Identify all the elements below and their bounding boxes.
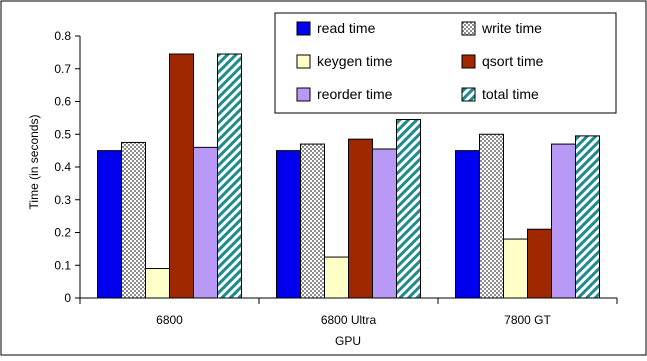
legend-label: read time	[317, 20, 376, 36]
legend-swatch	[296, 54, 311, 69]
x-tick-label: 7800 GT	[504, 313, 551, 327]
y-axis-label: Time (in seconds)	[27, 115, 41, 210]
x-axis-label: GPU	[335, 334, 361, 348]
legend-swatch	[461, 21, 476, 36]
legend-swatch	[461, 54, 476, 69]
legend-label: qsort time	[482, 53, 544, 69]
legend-label: reorder time	[317, 86, 393, 102]
bar-total-time	[396, 119, 421, 299]
y-tick-label: 0.8	[54, 29, 71, 43]
x-tick-label: 6800 Ultra	[321, 313, 377, 327]
legend: read time write time keygen time qsort time…	[274, 12, 617, 114]
legend-swatch	[461, 87, 476, 102]
bar-keygen-time	[324, 256, 349, 299]
bar-reorder-time	[193, 146, 218, 299]
legend-label: total time	[482, 86, 539, 102]
bar-reorder-time	[551, 143, 576, 299]
bar-qsort-time	[169, 53, 194, 299]
y-tick-label: 0.1	[54, 258, 71, 272]
y-axis-ticks: 0 0.1 0.2 0.3 0.4 0.5 0.6 0.7 0.8	[54, 29, 80, 305]
bar-keygen-time	[503, 238, 528, 299]
legend-label: keygen time	[317, 53, 393, 69]
y-tick-label: 0.2	[54, 226, 71, 240]
y-tick-label: 0.6	[54, 95, 71, 109]
bar-write-time	[479, 133, 504, 299]
y-tick-label: 0.5	[54, 127, 71, 141]
bar-qsort-time	[527, 228, 552, 299]
y-tick-label: 0.4	[54, 160, 71, 174]
y-tick-label: 0.3	[54, 193, 71, 207]
bar-qsort-time	[348, 138, 373, 299]
bar-write-time	[121, 141, 146, 299]
bars	[97, 53, 600, 299]
bar-write-time	[300, 143, 325, 299]
y-tick-label: 0	[64, 291, 71, 305]
bar-read-time	[455, 150, 480, 299]
bar-read-time	[97, 150, 122, 299]
bar-total-time	[217, 53, 242, 299]
bar-reorder-time	[372, 148, 397, 299]
legend-swatch	[296, 21, 311, 36]
legend-label: write time	[481, 20, 542, 36]
bar-read-time	[276, 150, 301, 299]
y-tick-label: 0.7	[54, 62, 71, 76]
legend-box	[274, 12, 617, 114]
legend-swatch	[296, 87, 311, 102]
x-tick-label: 6800	[156, 313, 183, 327]
bar-keygen-time	[145, 268, 170, 299]
x-axis-ticks: 6800 6800 Ultra 7800 GT	[79, 298, 618, 327]
bar-total-time	[575, 135, 600, 299]
